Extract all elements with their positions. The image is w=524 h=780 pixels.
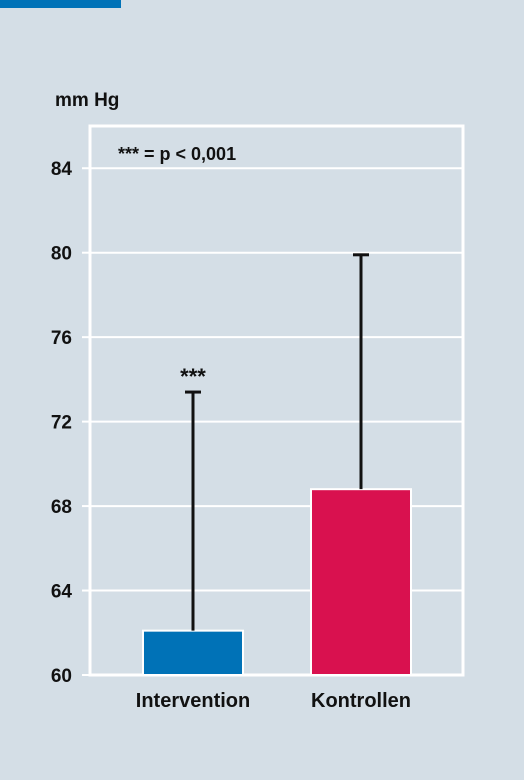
significance-marker: *** — [180, 364, 206, 389]
bars — [143, 489, 411, 675]
y-tick-label: 80 — [51, 244, 72, 265]
x-tick-labels: Intervention Kontrollen — [136, 690, 411, 712]
y-tick-label: 84 — [51, 159, 73, 180]
x-tick-label: Intervention — [136, 690, 250, 712]
significance-markers: *** — [180, 364, 206, 389]
y-tick-labels: 60 64 68 72 76 80 84 — [51, 159, 73, 687]
bar-kontrollen — [311, 489, 411, 675]
y-tick-label: 76 — [51, 328, 72, 349]
significance-legend: *** = p < 0,001 — [118, 144, 236, 164]
x-tick-label: Kontrollen — [311, 690, 411, 712]
y-tick-label: 64 — [51, 582, 73, 603]
y-tick-label: 68 — [51, 497, 72, 518]
y-tick-label: 60 — [51, 666, 72, 687]
y-tick-label: 72 — [51, 413, 72, 434]
y-axis-label: mm Hg — [55, 90, 119, 111]
bar-intervention — [143, 631, 243, 675]
